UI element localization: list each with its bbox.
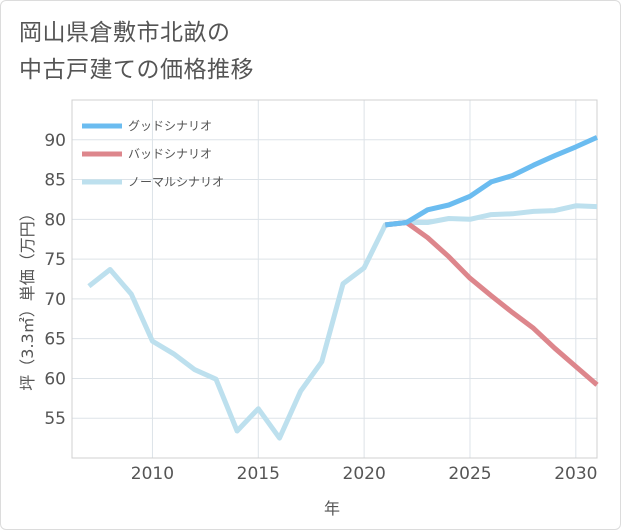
y-tick-label: 85 xyxy=(44,171,66,191)
x-axis-label: 年 xyxy=(324,499,340,518)
x-tick-label: 2025 xyxy=(448,464,491,484)
x-tick-label: 2010 xyxy=(131,464,174,484)
legend-label-1: バッドシナリオ xyxy=(128,147,212,161)
y-tick-label: 90 xyxy=(44,131,66,151)
x-tick-label: 2020 xyxy=(343,464,386,484)
y-axis-label: 坪（3.3㎡）単価（万円） xyxy=(18,205,37,390)
x-tick-label: 2030 xyxy=(554,464,597,484)
plot-area-border xyxy=(71,99,598,459)
legend-label-0: グッドシナリオ xyxy=(128,119,212,133)
y-tick-label: 75 xyxy=(44,250,66,270)
y-tick-labels: 55 60 65 70 75 80 85 90 xyxy=(44,131,66,429)
series-layer xyxy=(87,135,599,441)
y-tick-label: 60 xyxy=(44,369,66,389)
chart-title-line-1: 岡山県倉敷市北畝の xyxy=(19,20,231,46)
y-tick-label: 80 xyxy=(44,210,66,230)
series-line-0 xyxy=(385,135,599,228)
chart-title-line-2: 中古戸建ての価格推移 xyxy=(19,57,254,83)
chart-title: 岡山県倉敷市北畝の 中古戸建ての価格推移 xyxy=(19,15,254,89)
y-tick-label: 70 xyxy=(44,290,66,310)
legend-label-2: ノーマルシナリオ xyxy=(128,175,224,189)
series-line-1 xyxy=(385,220,599,387)
x-tick-labels: 2010 2015 2020 2025 2030 xyxy=(131,464,598,484)
series-line-2 xyxy=(87,203,598,441)
y-tick-label: 65 xyxy=(44,330,66,350)
x-tick-label: 2015 xyxy=(237,464,280,484)
y-tick-label: 55 xyxy=(44,409,66,429)
